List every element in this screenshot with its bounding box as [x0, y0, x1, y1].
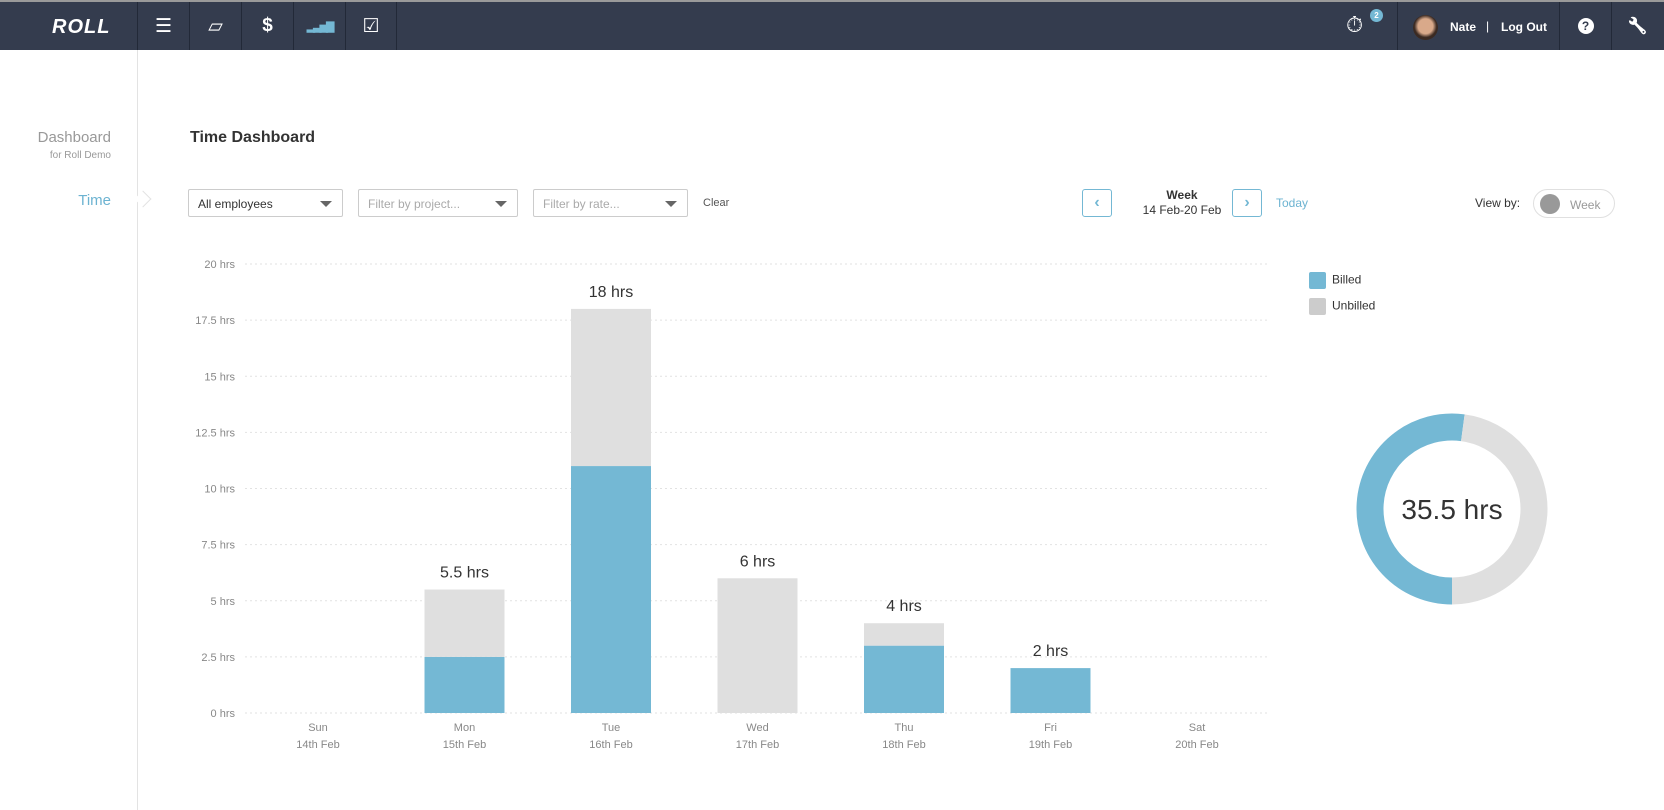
data-label: 6 hrs	[740, 553, 776, 570]
separator: |	[1486, 19, 1490, 33]
y-tick-label: 17.5 hrs	[195, 315, 235, 327]
data-label: 18 hrs	[589, 284, 633, 301]
legend-billed: Billed	[1309, 272, 1361, 289]
x-tick-date: 16th Feb	[589, 739, 632, 751]
legend-unbilled: Unbilled	[1309, 298, 1375, 315]
today-link[interactable]: Today	[1276, 196, 1309, 210]
sidebar-subtitle: for Roll Demo	[49, 150, 111, 161]
donut-slice-unbilled	[1451, 414, 1548, 605]
x-tick-date: 20th Feb	[1175, 739, 1218, 751]
data-label: 5.5 hrs	[440, 565, 489, 582]
x-tick-date: 18th Feb	[882, 739, 925, 751]
y-tick-label: 15 hrs	[204, 371, 235, 383]
donut-center-label: 35.5 hrs	[1401, 494, 1502, 525]
y-tick-label: 2.5 hrs	[201, 652, 235, 664]
bar-billed	[864, 645, 944, 713]
user-menu: Nate | Log Out	[1397, 2, 1559, 50]
wrench-icon[interactable]: 🔧	[1611, 2, 1663, 50]
help-icon[interactable]: ?	[1559, 2, 1611, 50]
sidebar-divider	[137, 50, 138, 810]
toggle-label: Week	[1570, 198, 1601, 212]
legend-swatch	[1309, 298, 1326, 315]
x-tick-label: Tue	[602, 722, 621, 734]
dollar-icon[interactable]: $	[241, 2, 293, 50]
y-tick-label: 10 hrs	[204, 484, 235, 496]
x-tick-date: 19th Feb	[1029, 739, 1072, 751]
page-title: Time Dashboard	[190, 129, 316, 146]
bar-unbilled	[424, 589, 505, 657]
stopwatch-icon[interactable]: ⏱	[1346, 12, 1364, 37]
top-nav-bar: ROLL ☰ ▱ $ ▂▃▅▇ ☑ ⏱ 2 Nate | Log Out ? 🔧	[0, 0, 1664, 50]
data-label: 2 hrs	[1033, 643, 1069, 660]
list-icon[interactable]: ☰	[137, 2, 189, 50]
logout-link[interactable]: Log Out	[1501, 20, 1547, 34]
x-tick-date: 17th Feb	[736, 739, 779, 751]
x-tick-label: Fri	[1044, 722, 1057, 734]
x-tick-label: Sun	[308, 722, 328, 734]
bar-billed	[424, 656, 505, 713]
chevron-down-icon	[665, 201, 677, 207]
x-tick-date: 14th Feb	[296, 739, 339, 751]
sidebar-title[interactable]: Dashboard	[37, 129, 111, 146]
data-label: 4 hrs	[886, 598, 922, 615]
bar-billed	[571, 466, 651, 713]
period-label: Week	[1166, 188, 1198, 202]
timer-badge: 2	[1370, 9, 1383, 22]
bar-unbilled	[864, 623, 944, 646]
donut-slice-billed	[1356, 413, 1465, 605]
next-week-button[interactable]: ›	[1232, 189, 1262, 217]
chevron-down-icon	[320, 201, 332, 207]
y-tick-label: 5 hrs	[211, 596, 236, 608]
legend-swatch	[1309, 272, 1326, 289]
y-tick-label: 0 hrs	[211, 708, 236, 720]
x-tick-label: Sat	[1189, 722, 1206, 734]
prev-week-button[interactable]: ‹	[1082, 189, 1112, 217]
project-filter[interactable]: Filter by project...	[358, 189, 518, 217]
y-tick-label: 7.5 hrs	[201, 540, 235, 552]
employee-select[interactable]: All employees	[188, 189, 343, 217]
y-tick-label: 12.5 hrs	[195, 427, 235, 439]
chevron-down-icon	[495, 201, 507, 207]
roll-logo[interactable]: ROLL	[52, 16, 111, 38]
period-range: 14 Feb-20 Feb	[1142, 203, 1222, 217]
x-tick-label: Thu	[895, 722, 914, 734]
clear-button[interactable]: Clear	[703, 197, 730, 209]
x-tick-date: 15th Feb	[443, 739, 486, 751]
bar-unbilled	[571, 308, 651, 467]
y-tick-label: 20 hrs	[204, 259, 235, 271]
x-tick-label: Mon	[454, 722, 475, 734]
avatar[interactable]	[1413, 15, 1438, 40]
x-tick-label: Wed	[746, 722, 768, 734]
checkbox-icon[interactable]: ☑	[345, 2, 397, 50]
bar-billed	[1010, 668, 1091, 713]
rate-filter[interactable]: Filter by rate...	[533, 189, 688, 217]
signal-bars-icon[interactable]: ▂▃▅▇	[293, 2, 345, 50]
bar-unbilled	[717, 578, 798, 713]
view-by-toggle[interactable]: Week	[1533, 189, 1615, 218]
toggle-knob[interactable]	[1540, 194, 1560, 214]
book-icon[interactable]: ▱	[189, 2, 241, 50]
sidebar-item-time[interactable]: Time	[78, 192, 111, 209]
view-by-label: View by:	[1475, 196, 1521, 210]
user-name[interactable]: Nate	[1450, 20, 1477, 34]
